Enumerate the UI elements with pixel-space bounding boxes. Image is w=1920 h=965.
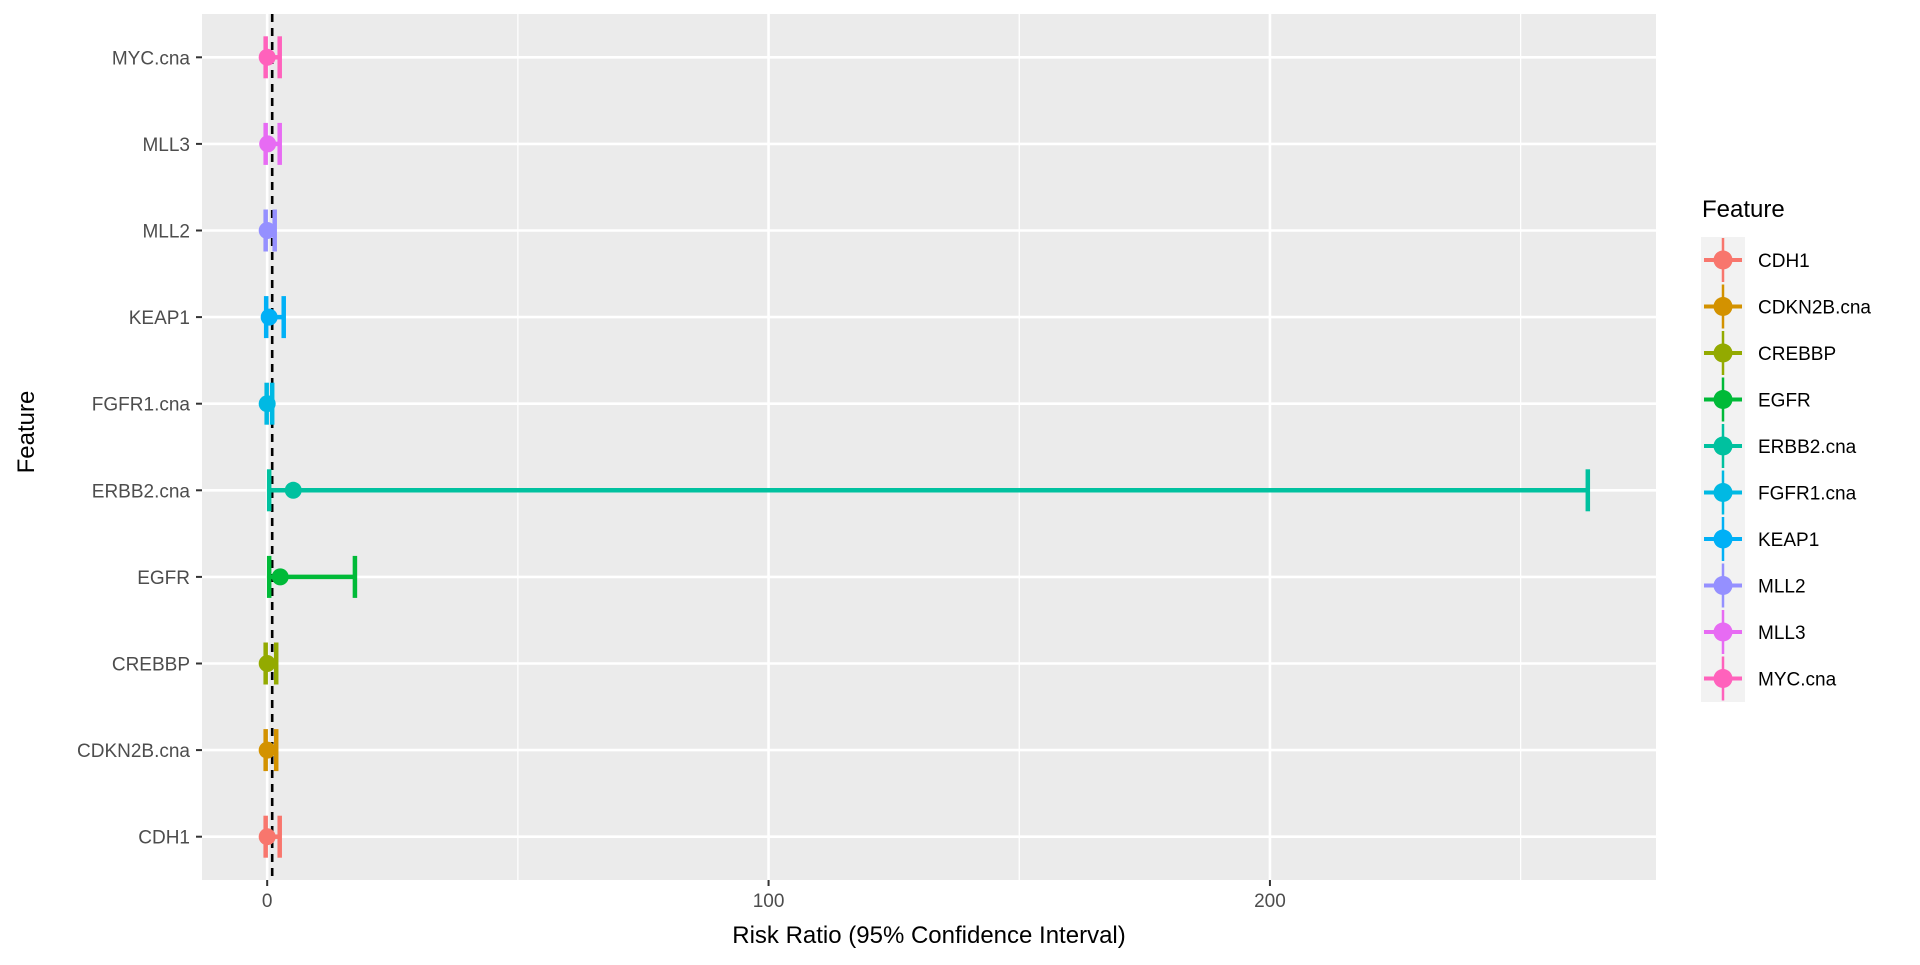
- estimate-point: [258, 222, 276, 239]
- legend-key-point: [1713, 576, 1733, 595]
- legend-label: ERBB2.cna: [1758, 437, 1857, 458]
- legend-item-erbb2-cna: ERBB2.cna: [1701, 423, 1857, 470]
- legend-item-cdh1: CDH1: [1701, 237, 1810, 284]
- legend-key-point: [1713, 343, 1733, 363]
- legend-item-mll2: MLL2: [1701, 562, 1806, 609]
- error-bar-keap1: [260, 296, 286, 339]
- legend-label: CDKN2B.cna: [1758, 298, 1871, 319]
- legend-label: CDH1: [1758, 251, 1810, 272]
- legend-item-egfr: EGFR: [1701, 376, 1811, 423]
- x-axis-title: Risk Ratio (95% Confidence Interval): [732, 922, 1126, 949]
- y-tick-label: CDKN2B.cna: [77, 741, 190, 762]
- error-bar-mll3: [259, 122, 282, 165]
- estimate-point: [258, 828, 276, 846]
- x-tick-label: 100: [753, 891, 785, 912]
- legend-label: FGFR1.cna: [1758, 484, 1857, 505]
- legend-key-point: [1713, 297, 1733, 316]
- estimate-point: [258, 48, 276, 66]
- y-tick-label: EGFR: [137, 568, 190, 589]
- legend-item-cdkn2b-cna: CDKN2B.cna: [1701, 283, 1871, 330]
- legend-item-keap1: KEAP1: [1701, 516, 1819, 563]
- legend-item-crebbp: CREBBP: [1701, 330, 1836, 377]
- estimate-point: [258, 395, 276, 413]
- legend-label: MLL3: [1758, 623, 1806, 644]
- data-marks: [258, 36, 1591, 858]
- estimate-point: [258, 741, 276, 759]
- legend-key-point: [1713, 390, 1733, 409]
- estimate-point: [271, 568, 289, 586]
- estimate-point: [258, 655, 276, 672]
- y-tick-label: CDH1: [138, 828, 190, 849]
- plot-panel: [202, 14, 1656, 880]
- y-tick-label: KEAP1: [129, 308, 190, 329]
- legend-label: CREBBP: [1758, 344, 1836, 365]
- y-axis-title: Feature: [13, 391, 40, 474]
- x-axis: 0 100 200: [262, 880, 1286, 912]
- estimate-point: [260, 308, 278, 326]
- legend-key-point: [1713, 250, 1733, 270]
- legend-label: EGFR: [1758, 391, 1811, 412]
- y-tick-label: ERBB2.cna: [92, 481, 191, 502]
- y-tick-label: MYC.cna: [112, 48, 191, 69]
- legend-label: MLL2: [1758, 577, 1806, 598]
- error-bar-mll2: [258, 209, 277, 252]
- legend-item-myc-cna: MYC.cna: [1701, 655, 1837, 702]
- legend-item-mll3: MLL3: [1701, 609, 1806, 656]
- legend-key-point: [1713, 436, 1733, 456]
- legend-label: KEAP1: [1758, 530, 1819, 551]
- error-bar-cdh1: [258, 815, 282, 858]
- error-bar-cdkn2b-cna: [258, 729, 279, 772]
- error-bar-fgfr1-cna: [258, 382, 276, 425]
- legend-label: MYC.cna: [1758, 670, 1837, 691]
- error-bar-myc-cna: [258, 36, 282, 79]
- legend-key-point: [1713, 483, 1733, 502]
- panel-background: [202, 14, 1656, 880]
- error-bar-egfr: [266, 555, 358, 598]
- x-tick-label: 0: [262, 891, 273, 912]
- y-axis: CDH1 CDKN2B.cna CREBBP EGFR ERBB2.cna FGFR1.c…: [77, 48, 202, 849]
- y-tick-label: MLL3: [142, 135, 190, 156]
- legend-key-point: [1713, 529, 1733, 549]
- legend-title: Feature: [1702, 196, 1785, 223]
- estimate-point: [284, 481, 302, 499]
- y-tick-label: CREBBP: [112, 655, 190, 676]
- estimate-point: [259, 135, 277, 153]
- legend-key-point: [1713, 622, 1733, 642]
- y-tick-label: MLL2: [142, 222, 190, 243]
- x-tick-label: 200: [1254, 891, 1286, 912]
- error-bar-erbb2-cna: [266, 469, 1591, 512]
- legend: Feature CDH1 CDKN2B.cna CREBBP EGFR ERBB2.cn…: [1701, 196, 1871, 702]
- error-bar-crebbp: [258, 642, 279, 685]
- legend-item-fgfr1-cna: FGFR1.cna: [1701, 469, 1857, 516]
- legend-key-point: [1713, 669, 1733, 688]
- y-tick-label: FGFR1.cna: [92, 395, 191, 416]
